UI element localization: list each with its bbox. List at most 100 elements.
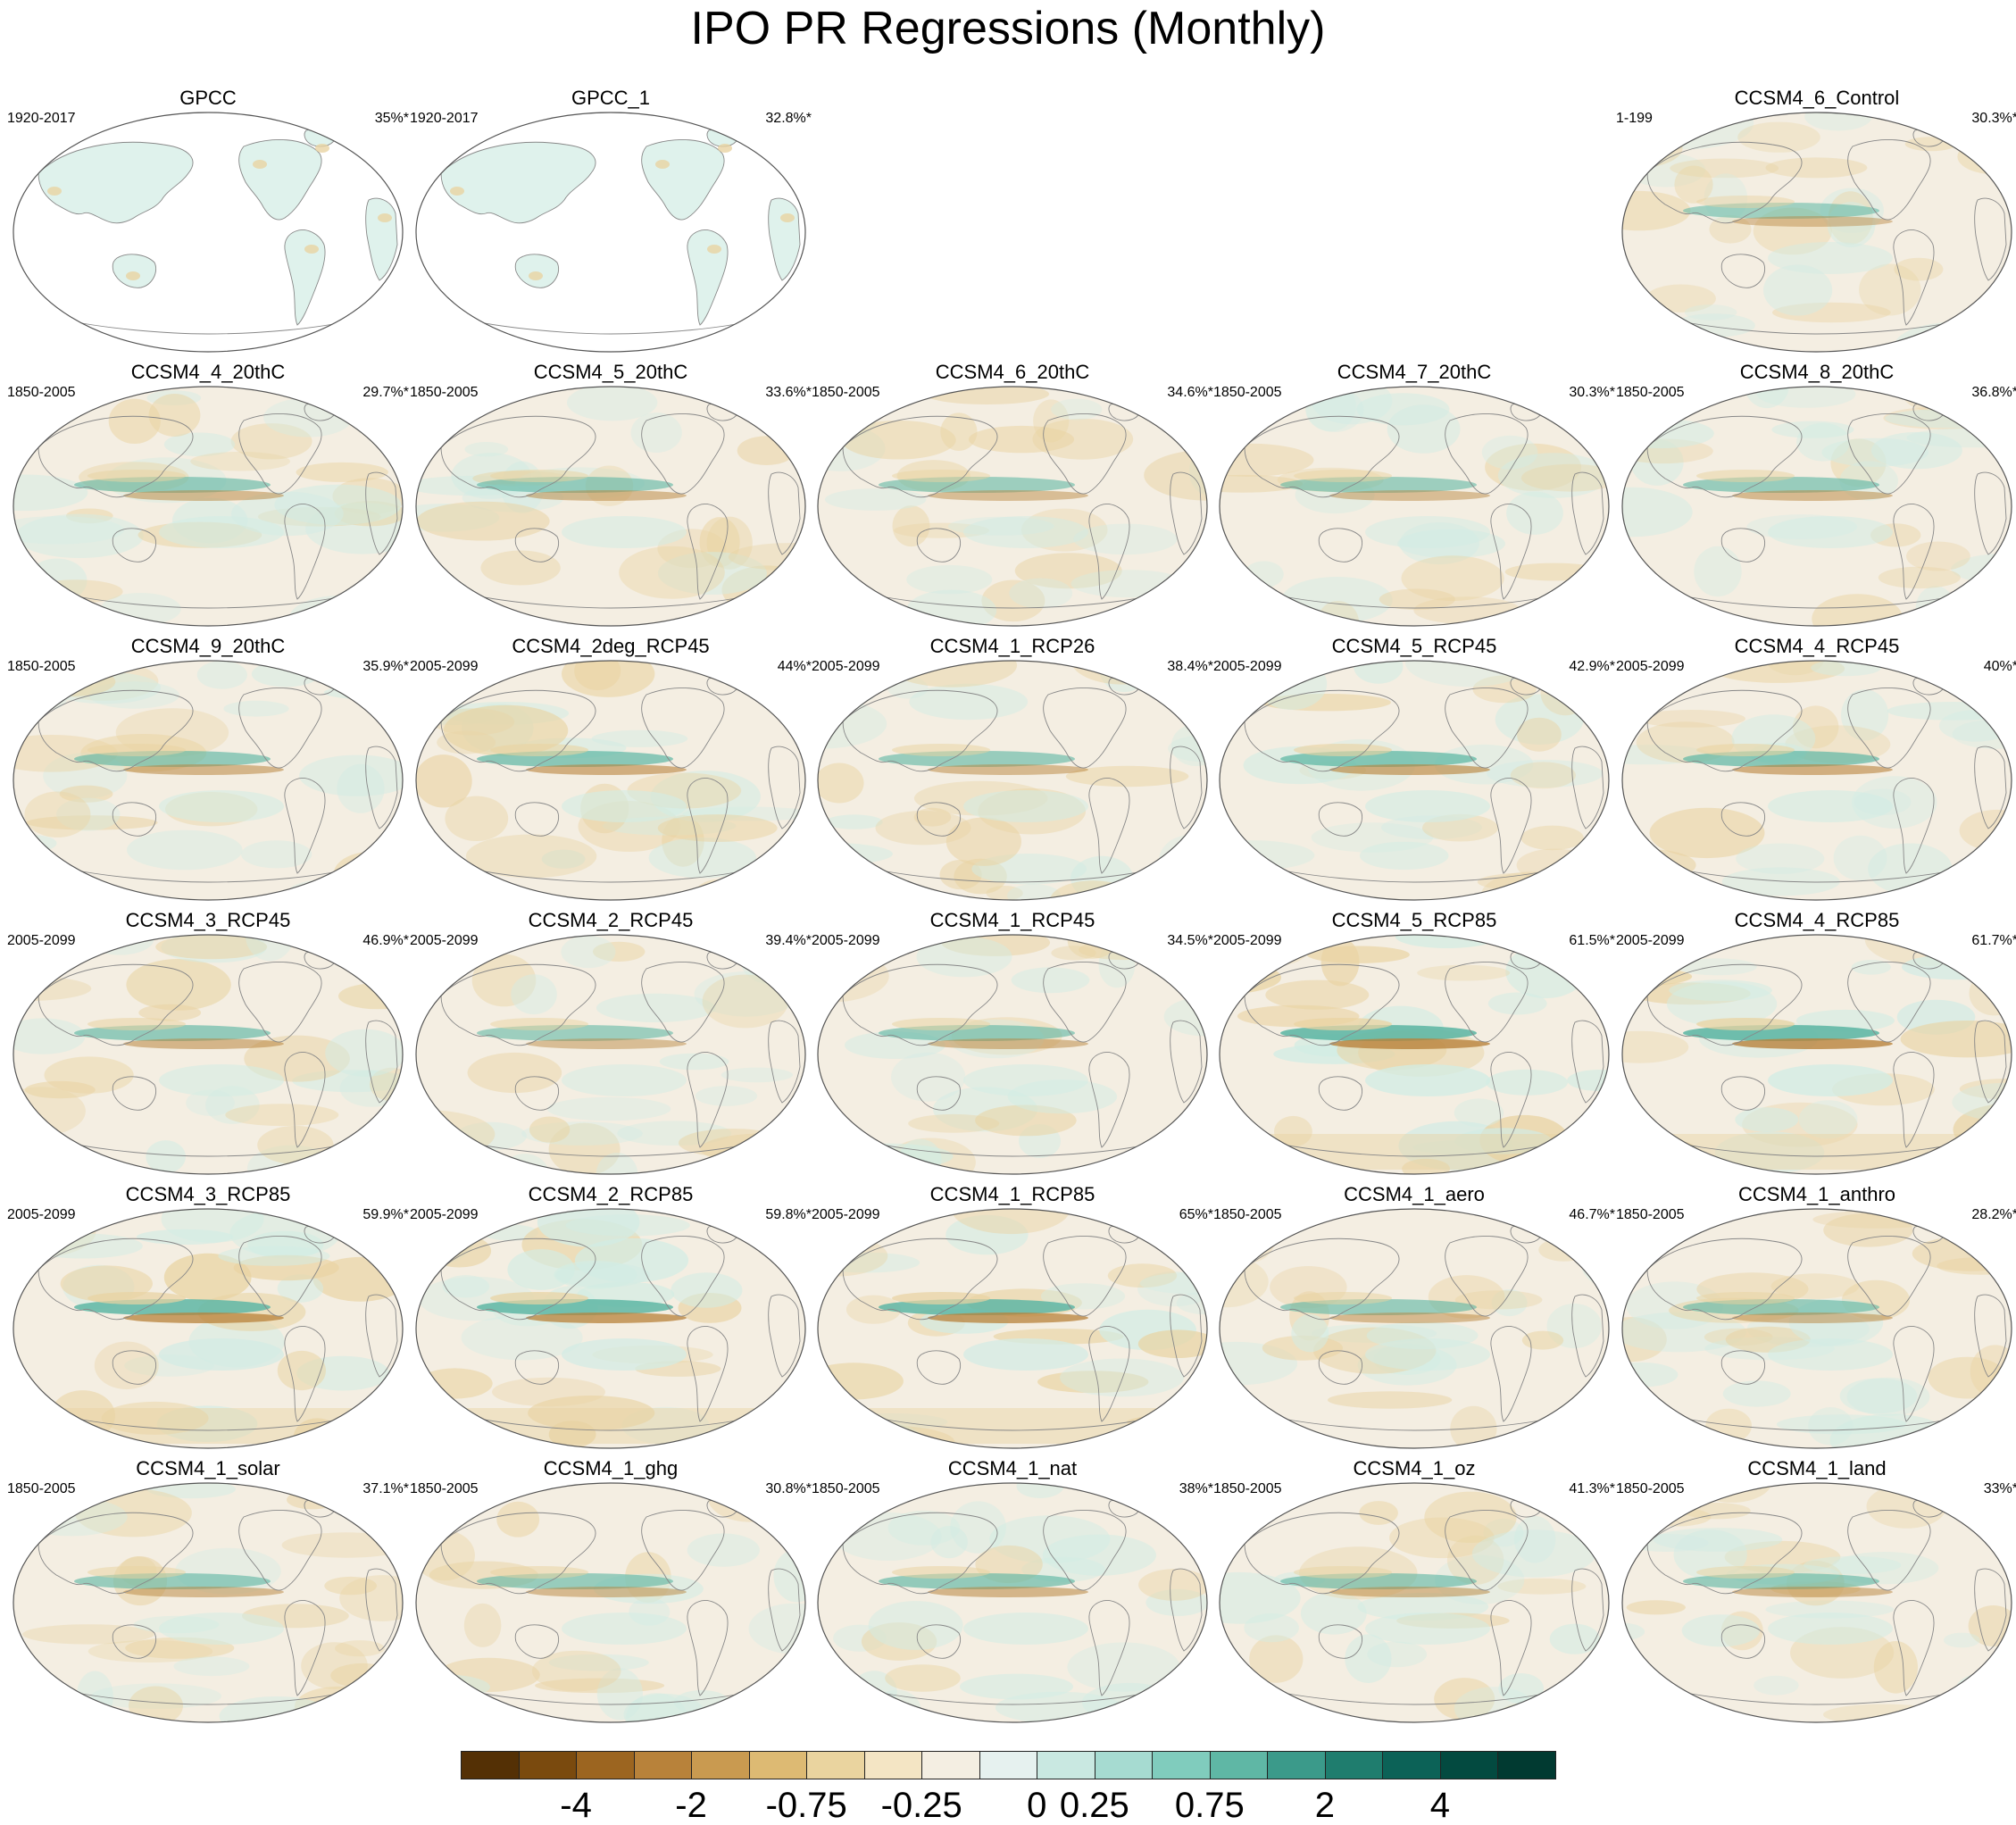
dry-anomaly-patch <box>737 1691 805 1722</box>
south-america-outline <box>1088 778 1130 874</box>
map-outline <box>1219 1482 1610 1723</box>
dry-anomaly-patch <box>841 420 956 460</box>
asia-outline <box>1646 415 1803 498</box>
dry-anomaly-patch <box>619 546 725 599</box>
africa-outline <box>1974 1020 2007 1104</box>
wet-anomaly-patch <box>507 1249 575 1290</box>
south-pacific-wet-patch <box>963 1612 1088 1645</box>
wet-anomaly-patch <box>822 1143 954 1170</box>
wet-anomaly-patch <box>1070 570 1187 598</box>
wet-anomaly-patch <box>173 1656 250 1677</box>
africa-outline <box>365 1568 398 1652</box>
wet-anomaly-patch <box>416 606 437 626</box>
map-outline <box>1621 1208 2012 1449</box>
south-america-outline <box>687 778 729 874</box>
antarctica-outline <box>449 315 772 335</box>
warm-pool-dry-patch <box>1294 1292 1392 1304</box>
colorbar-swatch <box>1267 1751 1326 1779</box>
dry-anomaly-patch <box>471 954 537 1007</box>
wet-anomaly-patch <box>416 1162 480 1174</box>
wet-anomaly-patch <box>1622 745 1711 765</box>
africa-outline <box>1170 1020 1203 1104</box>
south-pacific-wet-patch <box>159 516 284 548</box>
wet-anomaly-patch <box>416 1483 466 1522</box>
north-america-outline <box>238 961 322 1043</box>
australia-outline <box>916 802 962 837</box>
colorbar-swatch <box>863 1751 923 1779</box>
africa-outline <box>365 1294 398 1378</box>
panel-title: CCSM4_6_Control <box>1734 87 1900 109</box>
dry-anomaly-patch <box>1770 1273 1860 1299</box>
panel-variance-percent: 33%* <box>1983 1481 2016 1496</box>
wet-anomaly-patch <box>591 729 688 747</box>
land-dry-patch <box>707 245 721 254</box>
africa-outline <box>1571 471 1604 555</box>
wet-anomaly-patch <box>671 1272 743 1308</box>
africa-outline <box>1170 1294 1203 1378</box>
panel-variance-percent: 37.1%* <box>362 1481 409 1496</box>
antarctica-outline <box>1253 863 1576 883</box>
panel-years: 2005-2099 <box>1213 659 1282 674</box>
dry-anomaly-patch <box>26 815 158 830</box>
dry-anomaly-patch <box>1626 1600 1686 1615</box>
australia-outline <box>112 528 157 562</box>
wet-anomaly-patch <box>1491 1289 1528 1317</box>
south-pacific-wet-patch <box>1365 790 1490 822</box>
antarctica-outline <box>449 863 772 883</box>
dry-anomaly-patch <box>463 1603 502 1647</box>
africa-outline <box>768 471 801 555</box>
warm-pool-dry-patch <box>1696 1292 1795 1304</box>
wet-anomaly-patch <box>91 1683 222 1709</box>
asia-outline <box>37 141 194 224</box>
south-america-outline <box>1893 1052 1935 1148</box>
warm-pool-dry-patch <box>1294 470 1392 482</box>
regression-map <box>1621 934 2012 1175</box>
antarctica-outline <box>46 315 370 335</box>
regression-map <box>817 934 1208 1175</box>
colorbar-tick-label: 0 <box>1027 1786 1047 1825</box>
wet-anomaly-patch <box>1367 1641 1428 1668</box>
antarctica-outline <box>851 863 1174 883</box>
dry-anomaly-patch <box>529 1116 571 1143</box>
panel-years: 1850-2005 <box>1213 1207 1282 1222</box>
map-outline <box>415 386 806 627</box>
map-outline <box>1219 386 1610 627</box>
panel-title: CCSM4_1_ghg <box>543 1457 679 1479</box>
dry-anomaly-patch <box>1859 263 1921 316</box>
wet-anomaly-patch <box>511 974 557 1015</box>
dry-anomaly-patch <box>1389 1517 1495 1559</box>
wet-anomaly-patch <box>1311 822 1434 853</box>
wet-anomaly-patch <box>416 387 460 425</box>
south-pacific-wet-patch <box>1768 790 1893 822</box>
map-outline <box>817 1208 1208 1449</box>
dry-anomaly-patch <box>1258 1483 1313 1505</box>
wet-anomaly-patch <box>1007 884 1062 900</box>
wet-anomaly-patch <box>1529 387 1609 404</box>
regression-map <box>415 660 806 901</box>
australia-outline <box>112 802 157 837</box>
australia-outline <box>514 1350 560 1385</box>
dry-anomaly-patch <box>1894 257 1944 281</box>
wet-anomaly-patch <box>1804 1555 1902 1574</box>
wet-anomaly-patch <box>659 1053 729 1071</box>
wet-anomaly-patch <box>1244 561 1284 588</box>
panel-variance-percent: 30.3%* <box>1569 385 1615 400</box>
wet-anomaly-patch <box>1506 491 1563 535</box>
wet-anomaly-patch <box>1359 841 1449 871</box>
equatorial-dry-band <box>928 490 1088 501</box>
wet-anomaly-patch <box>429 1694 493 1715</box>
wet-anomaly-patch <box>906 564 993 595</box>
panel-variance-percent: 61.7%* <box>1971 933 2016 948</box>
colorbar-tick-label: 0.75 <box>1174 1786 1245 1825</box>
dry-anomaly-patch <box>101 1401 209 1435</box>
warm-pool-dry-patch <box>892 1566 990 1579</box>
map-panel: CCSM4_1_anthro 1850-2005 28.2%* <box>1616 1184 2016 1452</box>
regression-map <box>1621 386 2012 627</box>
panel-variance-percent: 39.4%* <box>765 933 812 948</box>
north-america-outline <box>238 1235 322 1317</box>
dry-anomaly-patch <box>24 791 91 838</box>
panel-years: 1850-2005 <box>1616 1481 1685 1496</box>
south-america-outline <box>284 1326 326 1422</box>
australia-outline <box>916 528 962 562</box>
regression-map <box>415 112 806 353</box>
